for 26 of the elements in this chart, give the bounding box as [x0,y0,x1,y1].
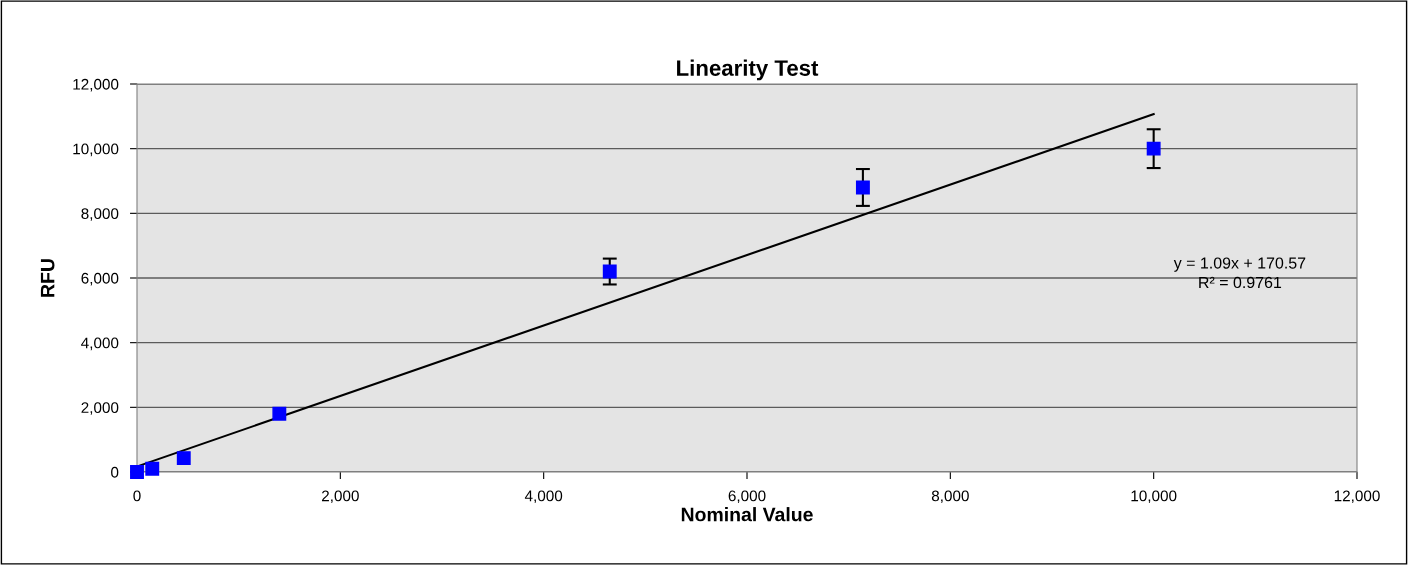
point [176,451,191,466]
point [272,406,287,421]
x-axis-title: Nominal Value [681,507,813,522]
point [1146,141,1161,156]
point [130,465,144,479]
y-tick-label: 6,000 [81,272,119,286]
y-tick-label: 12,000 [73,78,119,92]
annotation: y = 1.09x + 170.57 [1173,257,1306,272]
point [145,461,160,476]
annotation: R² = 0.9761 [1199,276,1282,289]
y-tick-label: 8,000 [81,208,119,221]
x-tick-label: 10,000 [1131,490,1177,504]
x-tick-label: 6,000 [728,490,766,504]
y-tick-label: 2,000 [81,402,119,415]
x-tick-label: 4,000 [524,490,563,504]
x-tick-label: 0 [133,490,141,502]
y-tick-label: 4,000 [81,337,119,351]
x-tick-label: 12,000 [1334,490,1380,504]
x-tick-label: 8,000 [931,490,969,504]
y-tick-label: 0 [111,466,119,478]
point [855,180,870,195]
x-tick-label: 2,000 [321,490,359,504]
chart-title: Linearity Test [677,59,819,81]
y-axis-title: RFU [40,259,55,297]
y-tick-label: 10,000 [73,143,119,157]
point [602,264,617,279]
